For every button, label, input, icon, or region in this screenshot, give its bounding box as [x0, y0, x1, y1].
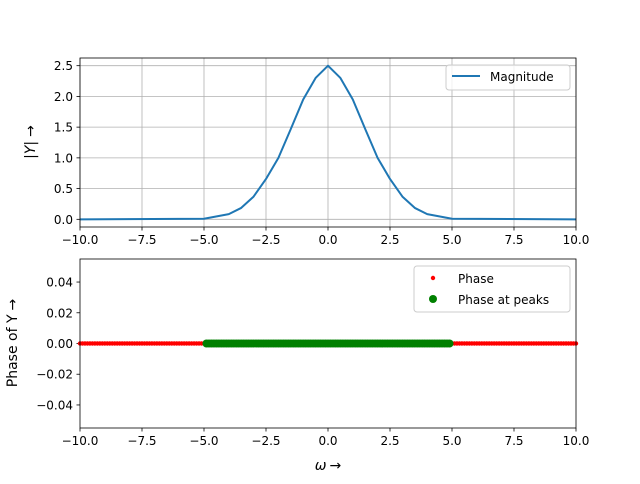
x-tick-label: 10.0	[563, 434, 590, 448]
x-tick-label: −2.5	[251, 233, 280, 247]
x-tick-label: 2.5	[380, 434, 399, 448]
x-tick-label: 0.0	[318, 434, 337, 448]
x-tick-label: 5.0	[442, 233, 461, 247]
magnitude-axes: −10.0 −7.5 −5.0 −2.5 0.0 2.5 5.0 7.5 10.0 0.0 0.5 1…	[23, 57, 590, 247]
x-tick-label: 7.5	[504, 434, 523, 448]
x-axis-label-symbol: ω	[315, 458, 327, 474]
y-axis-label-text: Phase of Y	[5, 314, 21, 387]
y-axis-label-arrow: →	[5, 298, 21, 310]
legend: Magnitude	[445, 64, 571, 91]
y-tick-label: 2.0	[54, 90, 73, 104]
x-tick-label: 5.0	[442, 434, 461, 448]
x-tick-label: −5.0	[189, 233, 218, 247]
plot-frame	[79, 258, 577, 429]
y-tick-label: 2.5	[54, 59, 73, 73]
x-tick-label: 7.5	[504, 233, 523, 247]
y-tick-label: 0.02	[46, 306, 73, 320]
y-tick-label: 0.0	[54, 213, 73, 227]
x-tick-label: 2.5	[380, 233, 399, 247]
y-tick-label: 0.00	[46, 337, 73, 351]
x-tick-label: −5.0	[189, 434, 218, 448]
phase-peak-point	[445, 339, 454, 348]
y-axis-label-symbol: |Y|	[23, 141, 39, 159]
x-tick-label: 0.0	[318, 233, 337, 247]
y-tick-label: 0.5	[54, 182, 73, 196]
x-tick-label: 10.0	[563, 233, 590, 247]
y-axis-label-arrow: →	[23, 125, 39, 137]
y-tick-label: 1.0	[54, 151, 73, 165]
phase-axes: −10.0 −7.5 −5.0 −2.5 0.0 2.5 5.0 7.5 10.0 −0.04 −0…	[5, 258, 590, 474]
x-tick-label: −10.0	[62, 434, 99, 448]
y-tick-label: 1.5	[54, 121, 73, 135]
x-tick-label: −7.5	[127, 434, 156, 448]
legend-box	[445, 64, 571, 91]
x-axis-label-arrow: →	[330, 458, 342, 474]
y-axis-label: |Y| →	[23, 125, 39, 159]
y-tick-label: 0.04	[46, 276, 73, 290]
x-axis-label: ω →	[315, 458, 342, 474]
y-axis-label: Phase of Y →	[5, 298, 21, 387]
y-tick-label: −0.02	[36, 368, 73, 382]
legend: Phase Phase at peaks	[413, 265, 571, 313]
legend-box	[413, 265, 571, 313]
legend-swatch-phase	[430, 275, 436, 281]
legend-label-phase-peaks: Phase at peaks	[458, 293, 549, 307]
legend-label-phase: Phase	[458, 272, 494, 286]
legend-label-magnitude: Magnitude	[490, 70, 554, 84]
magnitude-line	[79, 64, 577, 221]
plot-frame	[79, 57, 577, 228]
legend-swatch-phase-peaks	[429, 295, 437, 303]
x-tick-label: −7.5	[127, 233, 156, 247]
y-tick-label: −0.04	[36, 398, 73, 412]
x-tick-label: −10.0	[62, 233, 99, 247]
x-tick-label: −2.5	[251, 434, 280, 448]
